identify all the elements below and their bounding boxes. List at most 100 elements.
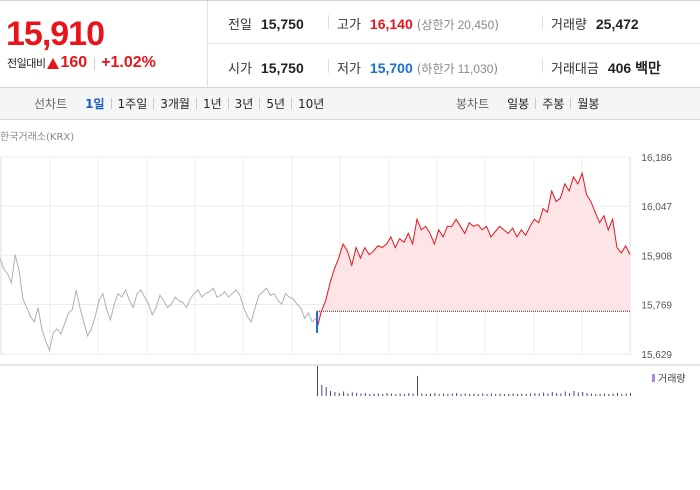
volume-bar — [534, 393, 536, 396]
stat-divider — [328, 15, 329, 29]
tab-divider — [535, 98, 537, 109]
volume-bar — [630, 393, 631, 396]
stat-volume-value: 25,472 — [595, 16, 639, 32]
volume-bar — [390, 393, 392, 396]
volume-bar — [495, 394, 497, 396]
stat-divider — [328, 59, 329, 73]
volume-bar — [586, 393, 588, 396]
y-tick-label: 16,186 — [641, 153, 672, 164]
volume-legend: 거래량 — [652, 373, 686, 385]
stat-lower-limit-label: (하한가 — [416, 62, 455, 76]
volume-bar — [377, 393, 379, 396]
volume-bar — [612, 393, 614, 396]
stat-turnover-label: 거래대금 — [551, 62, 599, 77]
volume-bar — [503, 394, 505, 396]
y-axis-ticks: 16,186 16,047 15,908 15,769 15,629 — [641, 153, 672, 361]
tab-period-1y[interactable]: 1년 — [202, 97, 222, 111]
volume-legend-label: 거래량 — [658, 373, 686, 385]
tab-period-5y[interactable]: 5년 — [266, 97, 286, 111]
volume-bar — [434, 393, 436, 396]
tab-candle-monthly[interactable]: 월봉 — [577, 97, 600, 111]
volume-bar — [560, 393, 562, 396]
volume-bar — [321, 385, 323, 396]
change-label: 전일대비 — [7, 57, 46, 70]
stat-volume-label: 거래량 — [551, 18, 587, 33]
volume-bar — [595, 394, 597, 396]
tab-divider — [110, 98, 112, 109]
volume-bar — [564, 391, 566, 396]
stat-low: 저가 15,700 (하한가 11,030) — [337, 60, 499, 77]
tab-divider — [153, 98, 155, 109]
price-chart[interactable]: 한국거래소(KRX) 16,186 16,047 15,908 15,769 15,62… — [0, 121, 700, 490]
volume-bar — [447, 394, 449, 396]
stat-lower-limit-value: 11,030 — [457, 62, 494, 76]
tab-period-3m[interactable]: 3개월 — [160, 97, 190, 111]
volume-bar — [369, 394, 371, 396]
volume-bar — [343, 391, 345, 396]
volume-bar — [512, 393, 514, 396]
volume-bar — [482, 393, 484, 396]
tab-period-3y[interactable]: 3년 — [234, 97, 254, 111]
tab-candle-daily[interactable]: 일봉 — [507, 97, 530, 111]
tab-period-1d[interactable]: 1일 — [85, 97, 105, 111]
tab-divider — [227, 98, 229, 109]
stat-grid: 전일 15,750 고가 16,140 (상한가 20,450) 거래량 25,… — [209, 1, 700, 88]
volume-bar — [403, 394, 405, 396]
candle-tab-group: 봉차트 일봉 주봉 월봉 — [456, 88, 605, 119]
volume-bar — [360, 393, 362, 396]
volume-bar — [573, 391, 575, 396]
stat-upper-limit-value: 20,450 — [457, 18, 495, 32]
volume-bar — [538, 393, 540, 396]
volume-bar — [417, 376, 418, 396]
volume-bar — [425, 394, 427, 396]
price-chart-svg: 한국거래소(KRX) 16,186 16,047 15,908 15,769 15,62… — [0, 131, 700, 396]
volume-legend-swatch — [652, 374, 655, 382]
previous-day-line — [0, 254, 317, 352]
y-tick-label: 16,047 — [641, 202, 672, 213]
stat-divider — [542, 59, 543, 73]
volume-bar — [325, 387, 327, 396]
change-rate: +1.02% — [101, 54, 156, 71]
stat-high-value: 16,140 — [369, 16, 413, 32]
volume-bar — [438, 394, 440, 396]
volume-bar — [608, 394, 610, 396]
volume-bar — [517, 394, 518, 396]
stat-prev-close-label: 전일 — [228, 18, 252, 33]
stat-volume: 거래량 25,472 — [551, 14, 639, 33]
volume-bar — [490, 393, 492, 396]
data-source-label: 한국거래소(KRX) — [0, 131, 74, 143]
volume-bar — [351, 392, 353, 396]
volume-bar — [460, 394, 462, 396]
tab-divider — [291, 98, 293, 109]
volume-bar — [521, 393, 523, 396]
y-tick-label: 15,908 — [641, 251, 672, 262]
volume-bar — [356, 393, 358, 396]
period-tab-group: 선차트 1일 1주일 3개월 1년 3년 5년 10년 — [34, 88, 330, 119]
volume-bar — [338, 393, 340, 396]
up-triangle-icon — [47, 57, 60, 69]
y-tick-label: 15,769 — [641, 300, 672, 311]
volume-bar — [625, 393, 627, 396]
volume-bar — [530, 393, 531, 396]
stat-high: 고가 16,140 (상한가 20,450) — [337, 16, 499, 33]
volume-bar — [464, 393, 466, 396]
tab-period-10y[interactable]: 10년 — [298, 97, 325, 111]
stat-prev-close-value: 15,750 — [260, 16, 304, 32]
volume-bars — [0, 364, 700, 396]
volume-bar — [430, 393, 431, 396]
volume-bar — [543, 392, 545, 396]
volume-bar — [330, 391, 331, 396]
volume-bar — [508, 394, 510, 396]
tab-candle-weekly[interactable]: 주봉 — [542, 97, 565, 111]
volume-bar — [364, 393, 366, 396]
change-row: 전일대비 160 +1.02% — [7, 54, 156, 72]
tab-period-1w[interactable]: 1주일 — [117, 97, 148, 111]
volume-bar — [456, 393, 458, 396]
tab-divider — [259, 98, 261, 109]
volume-bar — [477, 394, 479, 396]
volume-bar — [469, 394, 471, 396]
change-divider — [94, 56, 96, 70]
volume-bar — [547, 393, 549, 396]
volume-bar — [382, 394, 384, 396]
volume-bar — [347, 393, 349, 396]
